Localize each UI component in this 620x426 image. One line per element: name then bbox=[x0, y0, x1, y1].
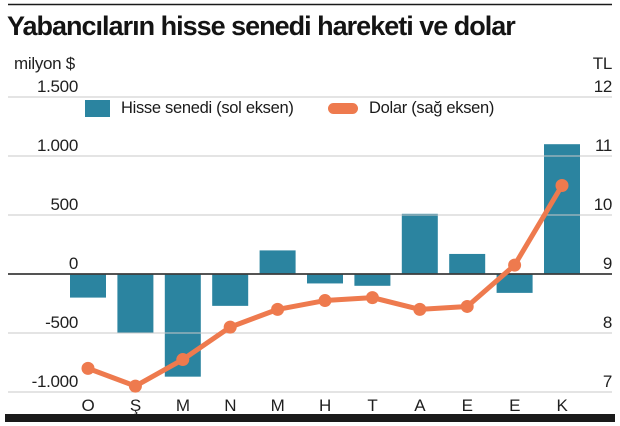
bar-E bbox=[496, 274, 533, 293]
bar-A bbox=[401, 213, 438, 274]
dolar-point-H bbox=[318, 294, 332, 308]
dolar-point-T bbox=[365, 291, 379, 305]
bar-T bbox=[354, 274, 391, 286]
right-tick-label: 7 bbox=[603, 372, 612, 391]
right-tick-label: 11 bbox=[595, 136, 612, 155]
month-label: A bbox=[414, 396, 426, 415]
line-series-swatch-icon bbox=[328, 103, 358, 114]
bar-Ş bbox=[117, 274, 154, 333]
dolar-point-M bbox=[176, 353, 190, 367]
right-tick-label: 9 bbox=[603, 254, 612, 273]
left-axis-unit-label: milyon $ bbox=[14, 54, 75, 73]
month-label: E bbox=[462, 396, 473, 415]
left-tick-label: 1.000 bbox=[37, 136, 78, 155]
bar-M bbox=[259, 250, 296, 274]
left-tick-label: 0 bbox=[69, 254, 78, 273]
dolar-point-Ş bbox=[128, 379, 142, 393]
left-tick-label: -1.000 bbox=[32, 372, 78, 391]
chart-title: Yabancıların hisse senedi hareketi ve do… bbox=[7, 11, 516, 41]
dolar-point-M bbox=[271, 302, 285, 316]
month-label: M bbox=[176, 396, 190, 415]
legend-item-dolar: Dolar (sağ eksen) bbox=[328, 99, 494, 118]
month-label: M bbox=[271, 396, 285, 415]
dolar-point-E bbox=[508, 258, 522, 272]
dolar-line bbox=[85, 183, 565, 389]
bottom-rule bbox=[5, 414, 615, 422]
right-axis-unit-label: TL bbox=[592, 54, 613, 73]
dolar-point-K bbox=[555, 179, 569, 192]
legend-label-dolar: Dolar (sağ eksen) bbox=[369, 99, 495, 117]
dolar-point-N bbox=[223, 320, 237, 334]
bar-N bbox=[212, 274, 249, 306]
bar-E bbox=[449, 253, 486, 274]
dolar-point-A bbox=[413, 302, 427, 316]
legend-item-hisse-senedi: Hisse senedi (sol eksen) bbox=[85, 99, 294, 118]
right-tick-label: 8 bbox=[603, 313, 612, 332]
bar-O bbox=[70, 274, 106, 298]
bar-series-swatch-icon bbox=[85, 100, 110, 117]
dolar-point-E bbox=[460, 299, 474, 313]
month-label: N bbox=[224, 396, 236, 415]
month-label: K bbox=[556, 396, 568, 415]
dolar-point-O bbox=[81, 361, 95, 375]
left-tick-label: 1.500 bbox=[37, 77, 78, 96]
bar-H bbox=[307, 274, 343, 284]
right-tick-label: 10 bbox=[594, 195, 612, 214]
month-label: T bbox=[367, 396, 377, 415]
month-label: O bbox=[82, 396, 95, 415]
month-label: H bbox=[319, 396, 331, 415]
month-label: Ş bbox=[130, 396, 141, 415]
right-tick-label: 12 bbox=[594, 77, 612, 96]
legend-label-hisse-senedi: Hisse senedi (sol eksen) bbox=[121, 99, 294, 117]
left-tick-label: 500 bbox=[51, 195, 78, 214]
month-label: E bbox=[509, 396, 520, 415]
left-tick-label: -500 bbox=[45, 313, 78, 332]
